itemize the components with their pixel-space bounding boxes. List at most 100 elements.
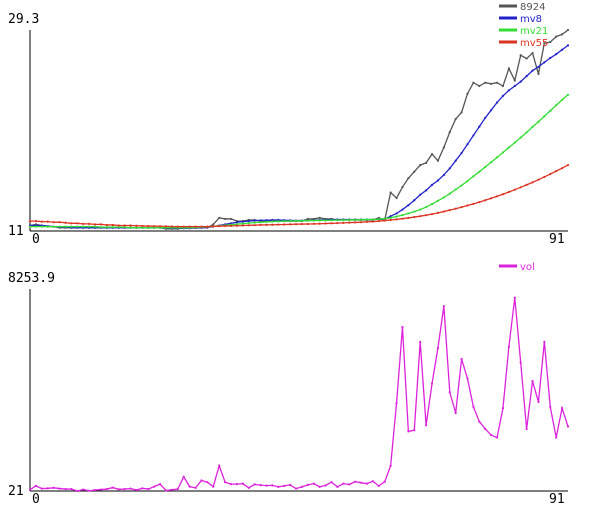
data-point — [531, 69, 534, 72]
data-point — [135, 488, 138, 492]
data-point — [300, 485, 304, 488]
data-point — [460, 206, 463, 209]
data-point — [294, 223, 298, 226]
y-min-tick-label: 11 — [8, 224, 24, 239]
data-point — [460, 184, 463, 187]
data-point — [277, 220, 280, 223]
data-point — [318, 222, 321, 225]
data-point — [300, 219, 304, 222]
data-point — [519, 54, 522, 57]
data-point — [560, 167, 564, 170]
data-point — [99, 223, 103, 226]
data-point — [206, 225, 209, 228]
data-point — [549, 405, 552, 408]
data-point — [300, 222, 304, 226]
data-point — [330, 222, 333, 225]
data-point — [182, 225, 185, 228]
data-point — [401, 326, 404, 329]
series-layer — [28, 28, 570, 230]
legend-label: mv55 — [520, 38, 548, 49]
data-point — [537, 72, 540, 76]
data-point — [566, 164, 570, 167]
data-point — [324, 222, 327, 225]
data-point — [555, 436, 558, 439]
data-point — [413, 210, 416, 213]
data-point — [401, 213, 404, 217]
series-layer — [28, 296, 570, 493]
data-point — [549, 56, 552, 60]
data-point — [490, 197, 493, 200]
data-point — [513, 296, 516, 299]
data-point — [484, 427, 487, 431]
y-max-tick-label: 29.3 — [8, 12, 39, 27]
data-point — [371, 218, 374, 221]
legend-item-8924: 8924 — [499, 2, 545, 13]
data-point — [40, 487, 43, 490]
data-point — [484, 165, 487, 169]
series-mv8 — [28, 44, 570, 230]
data-point — [117, 488, 120, 491]
data-point — [430, 382, 434, 385]
data-point — [501, 193, 505, 196]
data-point — [218, 216, 221, 219]
data-point — [318, 485, 321, 488]
data-point — [224, 217, 227, 221]
data-point — [430, 153, 434, 156]
data-point — [111, 223, 114, 227]
data-point — [153, 485, 156, 488]
data-point — [342, 218, 345, 222]
data-point — [466, 204, 469, 207]
data-point — [93, 488, 97, 492]
data-point — [141, 224, 144, 228]
data-point — [389, 218, 392, 222]
data-point — [229, 217, 233, 221]
data-point — [560, 48, 564, 51]
data-point — [513, 84, 516, 88]
data-point — [401, 185, 404, 189]
data-point — [555, 104, 558, 107]
series-line-mv55 — [30, 164, 569, 228]
data-point — [306, 219, 309, 222]
data-point — [247, 221, 250, 225]
data-point — [472, 175, 475, 178]
data-point — [129, 224, 132, 227]
data-point — [170, 225, 173, 228]
data-point — [436, 346, 440, 350]
data-point — [549, 40, 552, 44]
data-point — [531, 380, 534, 383]
data-point — [88, 225, 91, 228]
data-point — [253, 483, 256, 486]
data-point — [241, 482, 244, 485]
data-point — [259, 219, 262, 222]
data-point — [448, 167, 451, 170]
data-point — [454, 411, 457, 415]
data-point — [93, 225, 97, 228]
data-point — [158, 483, 162, 486]
series-line-mv8 — [30, 44, 569, 229]
data-point — [64, 221, 67, 224]
data-point — [289, 219, 292, 223]
data-point — [359, 218, 363, 221]
data-point — [247, 486, 250, 489]
y-max-tick-label: 8253.9 — [8, 271, 55, 286]
data-point — [436, 199, 440, 202]
data-point — [454, 159, 457, 162]
data-point — [460, 151, 463, 155]
data-point — [294, 487, 298, 490]
data-point — [164, 225, 168, 228]
data-point — [235, 224, 239, 227]
data-point — [537, 120, 540, 123]
data-point — [383, 217, 386, 220]
data-point — [549, 173, 552, 176]
data-point — [436, 211, 440, 214]
data-point — [495, 101, 499, 104]
data-point — [501, 94, 505, 97]
data-point — [271, 484, 274, 487]
data-point — [253, 221, 256, 224]
data-point — [271, 223, 274, 226]
data-point — [200, 479, 203, 482]
data-point — [218, 225, 221, 228]
data-point — [501, 406, 505, 410]
data-point — [531, 181, 534, 184]
data-point — [135, 224, 138, 227]
